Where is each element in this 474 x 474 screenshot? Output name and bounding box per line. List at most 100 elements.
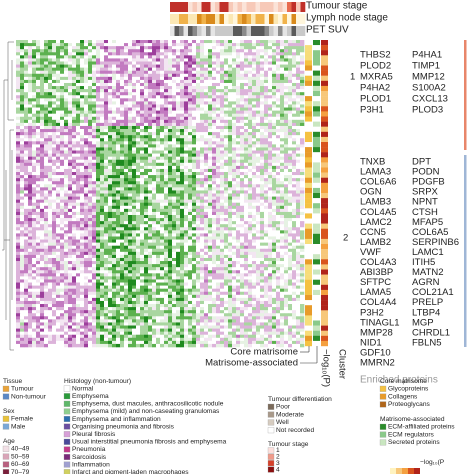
heatmap-cell	[132, 218, 137, 222]
heatmap-cell	[208, 119, 213, 124]
heatmap-cell	[92, 153, 97, 157]
heatmap-cell	[20, 113, 25, 118]
heatmap-cell	[156, 95, 161, 99]
heatmap-cell	[112, 178, 117, 182]
heatmap-cell	[44, 107, 49, 111]
heatmap-cell	[20, 49, 25, 53]
heatmap-cell	[180, 125, 185, 130]
heatmap-cell	[232, 135, 237, 139]
heatmap-cell	[40, 248, 45, 253]
heatmap-cell	[196, 125, 201, 130]
heatmap-cell	[28, 132, 33, 136]
heatmap-cell	[88, 98, 93, 102]
heatmap-cell	[52, 242, 57, 246]
heatmap-cell	[264, 224, 269, 228]
heatmap-cell	[120, 52, 125, 56]
heatmap-cell	[296, 218, 301, 222]
heatmap-cell	[60, 116, 65, 121]
heatmap-cell	[192, 107, 197, 111]
heatmap-cell	[240, 211, 245, 216]
heatmap-cell	[24, 147, 29, 151]
heatmap-cell	[260, 187, 265, 191]
heatmap-cell	[116, 144, 121, 148]
heatmap-cell	[260, 202, 265, 207]
heatmap-cell	[40, 116, 45, 121]
heatmap-cell	[200, 184, 205, 188]
heatmap-cell	[96, 101, 101, 105]
heatmap-cell	[128, 187, 133, 191]
heatmap-cell	[108, 214, 113, 219]
heatmap-cell	[44, 40, 49, 44]
heatmap-cell	[200, 73, 205, 78]
heatmap-cell	[128, 172, 133, 176]
heatmap-cell	[40, 205, 45, 210]
heatmap-cell	[72, 208, 77, 213]
heatmap-cell	[20, 208, 25, 213]
heatmap-cell	[200, 230, 205, 234]
heatmap-cell	[28, 218, 33, 222]
heatmap-cell	[128, 138, 133, 142]
heatmap-cell	[52, 156, 57, 161]
heatmap-cell	[184, 49, 189, 53]
heatmap-cell	[240, 230, 245, 234]
heatmap-cell	[284, 98, 289, 102]
heatmap-cell	[176, 156, 181, 161]
heatmap-cell	[224, 172, 229, 176]
heatmap-cell	[240, 55, 245, 59]
heatmap-cell	[280, 89, 285, 93]
heatmap-cell	[172, 172, 177, 176]
heatmap-cell	[212, 248, 217, 253]
heatmap-cell	[188, 239, 193, 243]
heatmap-cell	[16, 245, 21, 250]
heatmap-cell	[272, 230, 277, 234]
heatmap-cell	[112, 248, 117, 253]
heatmap-cell	[260, 165, 265, 170]
heatmap-cell	[212, 239, 217, 243]
heatmap-cell	[168, 233, 173, 237]
heatmap-cell	[124, 239, 129, 243]
heatmap-cell	[180, 236, 185, 240]
heatmap-cell	[88, 95, 93, 99]
heatmap-cell	[32, 116, 37, 121]
heatmap-cell	[84, 162, 89, 167]
heatmap-cell	[300, 86, 305, 90]
heatmap-cell	[180, 86, 185, 90]
heatmap-cell	[156, 76, 161, 81]
heatmap-cell	[100, 242, 105, 246]
heatmap-cell	[72, 129, 77, 133]
heatmap-cell	[48, 242, 53, 246]
heatmap-cell	[88, 159, 93, 164]
heatmap-cell	[128, 132, 133, 136]
heatmap-cell	[84, 184, 89, 188]
heatmap-cell	[52, 251, 57, 256]
heatmap-cell	[220, 104, 225, 108]
heatmap-cell	[148, 248, 153, 253]
heatmap-cell	[172, 205, 177, 210]
heatmap-cell	[116, 52, 121, 56]
heatmap-cell	[236, 239, 241, 243]
heatmap-cell	[240, 202, 245, 207]
heatmap-cell	[192, 132, 197, 136]
heatmap-cell	[108, 242, 113, 246]
heatmap-cell	[264, 153, 269, 157]
heatmap-cell	[212, 242, 217, 246]
heatmap-cell	[264, 70, 269, 75]
heatmap-cell	[268, 76, 273, 81]
heatmap-cell	[72, 205, 77, 210]
heatmap-cell	[176, 181, 181, 185]
heatmap-cell	[28, 135, 33, 139]
heatmap-cell	[76, 227, 81, 231]
heatmap-cell	[192, 150, 197, 154]
heatmap-cell	[68, 119, 73, 124]
heatmap-cell	[96, 187, 101, 191]
heatmap-cell	[260, 116, 265, 121]
heatmap-cell	[40, 251, 45, 256]
heatmap-cell	[268, 224, 273, 228]
heatmap-cell	[252, 153, 257, 157]
heatmap-cell	[192, 89, 197, 93]
heatmap-cell	[152, 196, 157, 200]
heatmap-cell	[188, 101, 193, 105]
heatmap-cell	[168, 55, 173, 59]
heatmap-cell	[272, 150, 277, 154]
heatmap-cell	[272, 205, 277, 210]
